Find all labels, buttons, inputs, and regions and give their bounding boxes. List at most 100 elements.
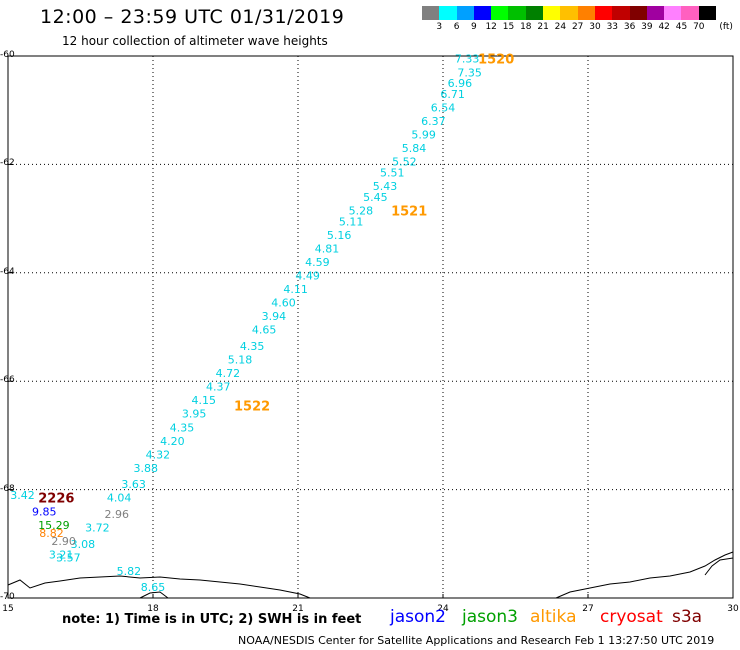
wave-height-label: 5.82 (117, 565, 142, 578)
legend-swatch (577, 6, 595, 20)
wave-height-label: 5.16 (327, 229, 352, 242)
note-text: note: 1) Time is in UTC; 2) SWH is in fe… (62, 612, 362, 627)
wave-height-label: 2.96 (105, 508, 130, 521)
legend-label: 12 (485, 22, 497, 32)
legend-label: 18 (520, 22, 532, 32)
coastline-east (555, 551, 734, 599)
time-label: 1521 (391, 204, 427, 219)
legend-swatch (594, 6, 613, 20)
legend-swatch (560, 6, 578, 20)
x-tick-label: 21 (292, 604, 304, 614)
wave-height-label: 6.71 (440, 88, 465, 101)
map-subtitle: 12 hour collection of altimeter wave hei… (62, 34, 328, 48)
legend-swatch (664, 6, 682, 20)
wave-height-label: 5.45 (363, 191, 388, 204)
x-tick-label: 30 (727, 604, 739, 614)
wave-height-label: 6.54 (431, 101, 456, 114)
wave-height-label: 4.11 (283, 283, 308, 296)
wave-height-label: 4.32 (146, 448, 171, 461)
legend-label: 9 (471, 22, 477, 32)
wave-height-label: 5.11 (339, 215, 364, 228)
time-label: 2226 (38, 492, 74, 507)
y-tick-label: -70 (0, 592, 15, 602)
wave-height-label: 7.33 (455, 53, 480, 66)
satellite-name: s3a (672, 607, 703, 627)
legend-label: 36 (623, 22, 636, 32)
legend-label: 15 (502, 22, 515, 32)
legend-swatch (508, 6, 526, 20)
wave-height-label: 15.29 (38, 519, 70, 532)
legend-label: 6 (453, 22, 460, 32)
wave-height-label: 4.35 (240, 340, 265, 353)
legend-swatch (525, 6, 544, 20)
coastline (7, 575, 311, 599)
wave-height-label: 8.65 (141, 581, 166, 594)
wave-height-label: 4.81 (315, 242, 340, 255)
satellite-name: jason2 (390, 607, 446, 627)
wave-height-label: 3.21 (49, 549, 74, 562)
wave-height-label: 5.52 (392, 156, 417, 169)
plot-frame (7, 55, 734, 599)
satellite-name: cryosat (600, 607, 663, 627)
legend-swatch (456, 6, 474, 20)
wave-height-label: 6.37 (421, 115, 446, 128)
wave-height-label: 4.04 (107, 492, 132, 505)
legend-swatch (698, 6, 717, 20)
wave-height-label: 6.96 (448, 77, 473, 90)
y-tick-label: -64 (0, 266, 15, 277)
legend-swatch (629, 6, 647, 20)
legend-swatch (439, 6, 457, 20)
wave-height-label: 4.15 (192, 394, 217, 407)
legend-label: 27 (571, 22, 584, 32)
legend-label: 21 (537, 22, 549, 32)
wave-height-label: 4.60 (271, 297, 296, 310)
legend-label: 3 (436, 22, 443, 32)
legend-swatch (473, 6, 492, 20)
wave-height-label: 3.94 (262, 310, 287, 323)
wave-height-label: 3.72 (85, 522, 110, 535)
y-tick-label: -60 (0, 50, 15, 60)
legend-unit: (ft) (719, 22, 733, 32)
wave-height-label: 3.88 (134, 462, 159, 475)
satellite-name: altika (530, 607, 577, 627)
wave-height-label: 5.99 (411, 129, 436, 142)
coastline-island (139, 591, 169, 599)
wave-height-label: 8.82 (39, 527, 64, 540)
legend-swatch (491, 6, 509, 20)
wave-height-label: 5.28 (349, 204, 374, 217)
legend-label: 30 (589, 22, 601, 32)
time-label: 1522 (234, 400, 270, 415)
legend-color-bar (422, 6, 717, 20)
wave-height-label: 7.35 (457, 66, 482, 79)
legend-label: 45 (675, 22, 688, 32)
y-tick-label: -68 (0, 483, 15, 494)
coastline-east-inner (704, 557, 734, 576)
x-tick-label: 18 (147, 604, 159, 614)
legend-label: 70 (693, 22, 705, 32)
wave-height-label: 5.84 (402, 142, 427, 155)
wave-height-label: 4.49 (295, 270, 320, 283)
legend-swatch (646, 6, 665, 20)
x-tick-label: 24 (437, 604, 449, 614)
wave-height-label: 4.37 (206, 381, 231, 394)
x-tick-label: 27 (582, 604, 594, 614)
wave-height-label: 9.85 (32, 505, 57, 518)
legend-label: 39 (641, 22, 653, 32)
x-tick-label: 15 (2, 604, 14, 614)
y-tick-label: -62 (0, 158, 15, 169)
map-title: 12:00 – 23:59 UTC 01/31/2019 (40, 6, 345, 28)
wave-height-label: 5.43 (373, 180, 398, 193)
wave-height-label: 3.95 (182, 408, 207, 421)
wave-height-legend: 3 6 9 12 15 18 21 24 27 30 33 36 39 42 45 70 (ft) (422, 6, 733, 34)
legend-label: 24 (554, 22, 567, 32)
y-tick-label: -66 (0, 375, 15, 386)
legend-label: 42 (658, 22, 670, 32)
wave-height-label: 2.90 (51, 535, 76, 548)
time-label: 1520 (478, 53, 514, 68)
wave-height-label: 3.63 (121, 478, 146, 491)
wave-height-label: 5.18 (228, 354, 253, 367)
legend-swatch (681, 6, 699, 20)
satellite-name: jason3 (462, 607, 518, 627)
legend-swatch (422, 6, 440, 20)
